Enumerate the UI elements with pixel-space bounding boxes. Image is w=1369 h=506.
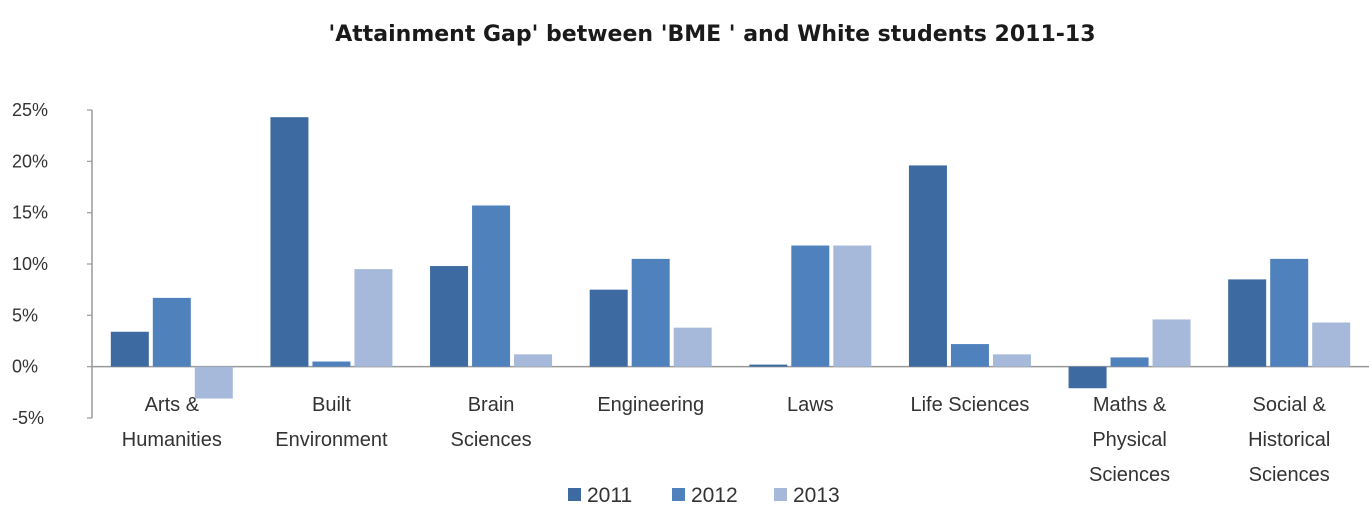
axes: 25% 20% 15% 10% 5% 0% -5% bbox=[12, 100, 1369, 428]
bar-2012 bbox=[1110, 357, 1149, 367]
bar-2011 bbox=[908, 165, 947, 367]
y-tick-label: 20% bbox=[12, 151, 48, 171]
bar-2013 bbox=[354, 269, 393, 367]
bar-2011 bbox=[110, 331, 149, 367]
legend-swatch-2012 bbox=[672, 488, 685, 501]
bar-2011 bbox=[430, 266, 469, 367]
legend-label-2011: 2011 bbox=[587, 484, 632, 506]
category-label: Engineering bbox=[597, 394, 704, 416]
bar-2012 bbox=[312, 361, 351, 367]
y-tick-label: 25% bbox=[12, 100, 48, 120]
bar-2013 bbox=[673, 327, 712, 367]
category-label: Sciences bbox=[1249, 464, 1330, 486]
bar-2012 bbox=[791, 245, 830, 367]
category-label: Physical bbox=[1092, 429, 1166, 451]
bar-2012 bbox=[631, 258, 670, 367]
bars bbox=[110, 117, 1351, 399]
y-tick-label: 0% bbox=[12, 357, 38, 377]
bar-2011 bbox=[1228, 279, 1267, 367]
bar-2011 bbox=[589, 289, 628, 367]
category-label: Arts & bbox=[145, 394, 200, 416]
legend-swatch-2011 bbox=[568, 488, 581, 501]
category-label: Life Sciences bbox=[910, 394, 1029, 416]
category-label: Maths & bbox=[1093, 394, 1167, 416]
bar-2013 bbox=[1312, 322, 1351, 367]
category-label: Historical bbox=[1248, 429, 1330, 451]
legend: 2011 2012 2013 bbox=[568, 484, 840, 506]
category-label: Humanities bbox=[122, 429, 222, 451]
bar-2013 bbox=[514, 354, 553, 367]
category-label: Social & bbox=[1253, 394, 1327, 416]
bar-2011 bbox=[749, 364, 788, 367]
y-tick-label: -5% bbox=[12, 408, 44, 428]
chart-title: 'Attainment Gap' between 'BME ' and Whit… bbox=[328, 22, 1095, 47]
bar-2012 bbox=[472, 205, 511, 367]
category-label: Sciences bbox=[1089, 464, 1170, 486]
bar-2011 bbox=[270, 117, 309, 367]
category-label: Sciences bbox=[450, 429, 531, 451]
y-tick-label: 15% bbox=[12, 203, 48, 223]
y-tick-label: 5% bbox=[12, 305, 38, 325]
bar-2012 bbox=[152, 297, 191, 367]
bar-2013 bbox=[1152, 319, 1191, 367]
bar-2013 bbox=[194, 366, 233, 399]
category-label: Environment bbox=[275, 429, 388, 451]
category-labels: Arts & Humanities Built Environment Brain Sci… bbox=[122, 394, 1331, 486]
category-label: Brain bbox=[468, 394, 515, 416]
y-tick-label: 10% bbox=[12, 254, 48, 274]
bar-2013 bbox=[992, 354, 1031, 367]
category-label: Laws bbox=[787, 394, 834, 416]
bar-2012 bbox=[1270, 258, 1309, 367]
bar-2013 bbox=[833, 245, 872, 367]
bar-2012 bbox=[950, 344, 989, 367]
legend-label-2013: 2013 bbox=[793, 484, 840, 506]
legend-swatch-2013 bbox=[774, 488, 787, 501]
legend-label-2012: 2012 bbox=[691, 484, 738, 506]
category-label: Built bbox=[312, 394, 351, 416]
bar-2011 bbox=[1068, 366, 1107, 389]
